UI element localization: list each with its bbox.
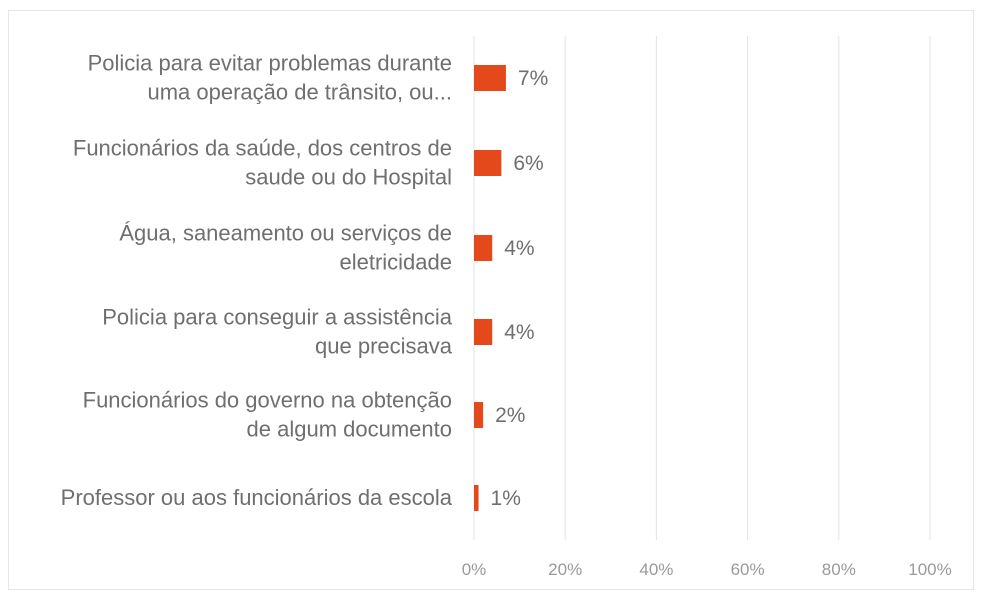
category-label: Professor ou aos funcionários da escola <box>61 485 453 510</box>
bar <box>474 150 502 176</box>
value-label: 7% <box>518 67 548 90</box>
x-tick-label: 100% <box>908 560 951 579</box>
x-tick-label: 20% <box>548 560 582 579</box>
bar <box>474 485 479 511</box>
bar <box>474 65 506 91</box>
x-tick-label: 60% <box>731 560 765 579</box>
value-label: 4% <box>504 237 534 260</box>
x-tick-label: 80% <box>822 560 856 579</box>
bar <box>474 319 493 345</box>
gridlines <box>473 36 931 540</box>
bar <box>474 235 493 261</box>
category-labels: Policia para evitar problemas durante uma… <box>61 51 453 511</box>
value-label: 6% <box>513 152 543 175</box>
value-labels: 7% 6% 4% 4% 2% 1% <box>491 67 549 510</box>
value-label: 2% <box>495 404 525 427</box>
chart-frame <box>8 10 974 590</box>
category-label: Funcionários do governo na obtenção de al… <box>83 388 452 442</box>
category-label: Policia para evitar problemas durante uma… <box>88 51 452 105</box>
category-label: Água, saneamento ou serviços de eletricid… <box>119 221 452 275</box>
bar <box>474 402 484 428</box>
value-label: 4% <box>504 321 534 344</box>
bars <box>474 65 506 511</box>
category-label: Funcionários da saúde, dos centros de sau… <box>73 136 452 190</box>
x-tick-label: 0% <box>462 560 487 579</box>
x-tick-label: 40% <box>639 560 673 579</box>
category-label: Policia para conseguir a assistência que … <box>102 305 453 359</box>
value-label: 1% <box>491 487 521 510</box>
x-axis-ticks: 0% 20% 40% 60% 80% 100% <box>462 560 952 579</box>
